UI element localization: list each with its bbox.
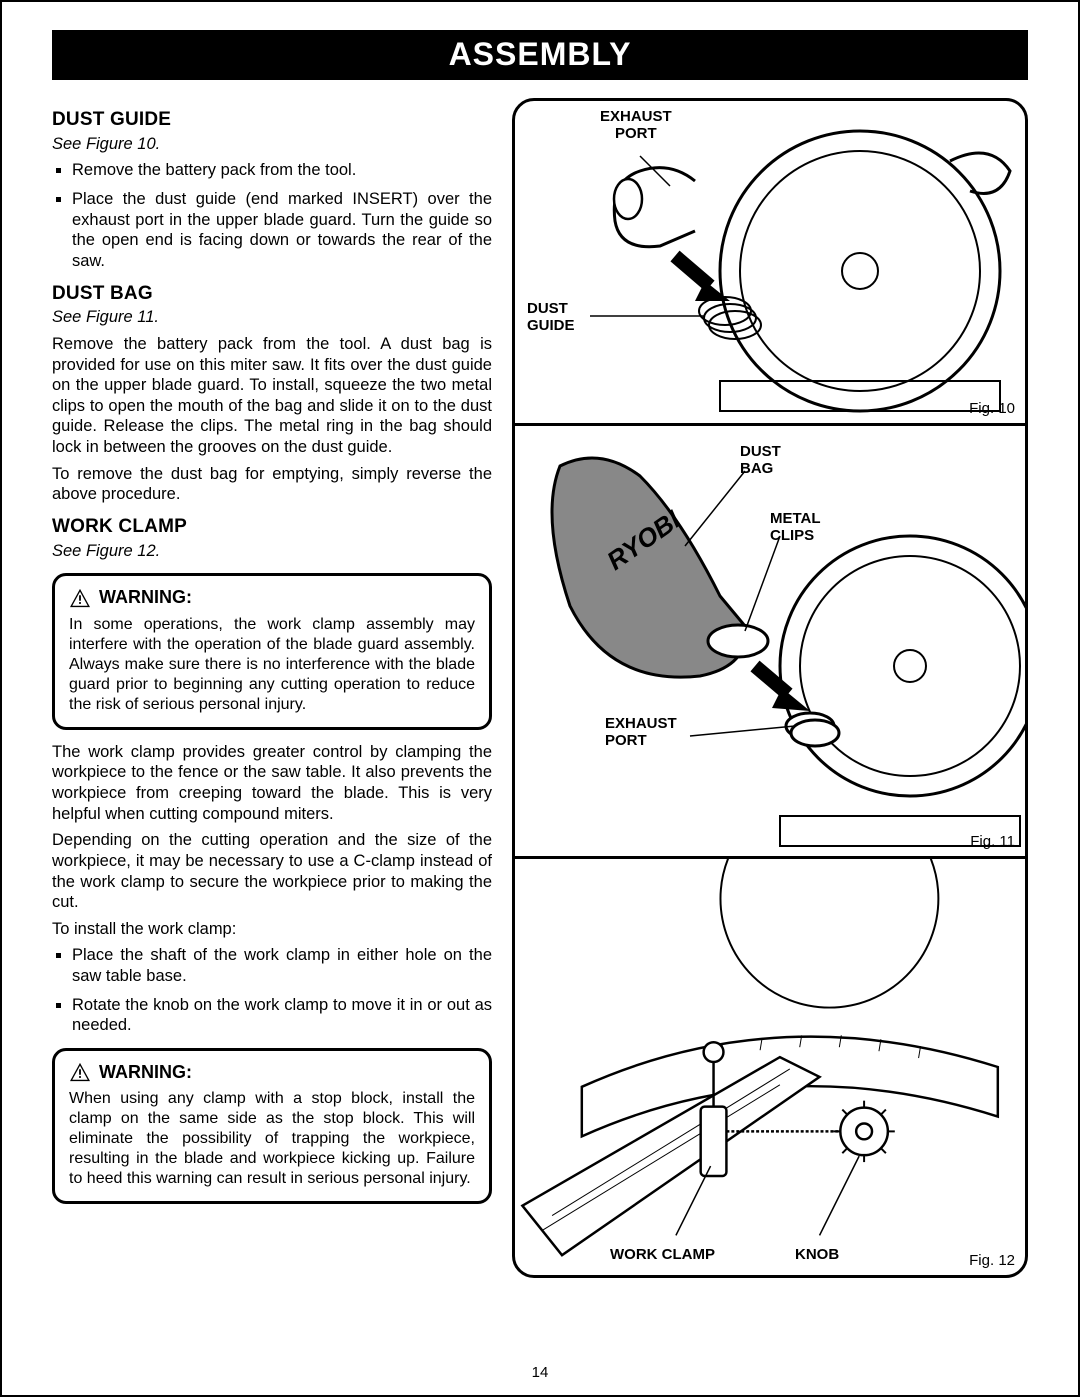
warning-text: In some operations, the work clamp assem… xyxy=(69,615,475,715)
label-metal-clips: METAL CLIPS xyxy=(770,511,821,544)
warning-text: When using any clamp with a stop block, … xyxy=(69,1089,475,1189)
figure-10-caption: Fig. 10 xyxy=(969,400,1015,417)
warning-heading: WARNING: xyxy=(69,1061,475,1084)
dust-bag-para1: Remove the battery pack from the tool. A… xyxy=(52,334,492,458)
bullet: Remove the battery pack from the tool. xyxy=(72,160,492,181)
two-column-layout: DUST GUIDE See Figure 10. Remove the bat… xyxy=(52,98,1028,1278)
figure-column: EXHAUST PORT DUST GUIDE Fig. 10 RYOBI xyxy=(512,98,1028,1278)
section-banner: ASSEMBLY xyxy=(52,30,1028,80)
warning-box-1: WARNING: In some operations, the work cl… xyxy=(52,573,492,730)
heading-work-clamp: WORK CLAMP xyxy=(52,515,492,539)
warning-label: WARNING: xyxy=(99,586,192,609)
figure-12-panel: WORK CLAMP KNOB Fig. 12 xyxy=(515,859,1025,1275)
heading-dust-bag: DUST BAG xyxy=(52,282,492,306)
label-knob: KNOB xyxy=(795,1247,839,1264)
figure-11-panel: RYOBI xyxy=(515,426,1025,859)
text-column: DUST GUIDE See Figure 10. Remove the bat… xyxy=(52,98,492,1278)
bullet: Place the dust guide (end marked INSERT)… xyxy=(72,189,492,272)
figure-10-panel: EXHAUST PORT DUST GUIDE Fig. 10 xyxy=(515,101,1025,426)
label-exhaust-port-11: EXHAUST PORT xyxy=(605,716,677,749)
warning-heading: WARNING: xyxy=(69,586,475,609)
bullet: Rotate the knob on the work clamp to mov… xyxy=(72,995,492,1036)
work-clamp-para3: To install the work clamp: xyxy=(52,919,492,940)
manual-page: ASSEMBLY DUST GUIDE See Figure 10. Remov… xyxy=(0,0,1080,1397)
dust-bag-para2: To remove the dust bag for emptying, sim… xyxy=(52,464,492,505)
bullet: Place the shaft of the work clamp in eit… xyxy=(72,945,492,986)
figure-11-drawing: RYOBI xyxy=(515,426,1025,856)
see-figure-10: See Figure 10. xyxy=(52,134,492,155)
figure-12-drawing xyxy=(515,859,1025,1275)
work-clamp-para2: Depending on the cutting operation and t… xyxy=(52,830,492,913)
warning-icon xyxy=(69,1062,91,1082)
warning-label: WARNING: xyxy=(99,1061,192,1084)
page-number: 14 xyxy=(2,1364,1078,1381)
warning-icon xyxy=(69,588,91,608)
warning-box-2: WARNING: When using any clamp with a sto… xyxy=(52,1048,492,1205)
work-clamp-bullets: Place the shaft of the work clamp in eit… xyxy=(52,945,492,1036)
work-clamp-para1: The work clamp provides greater control … xyxy=(52,742,492,825)
label-exhaust-port: EXHAUST PORT xyxy=(600,109,672,142)
see-figure-12: See Figure 12. xyxy=(52,541,492,562)
see-figure-11: See Figure 11. xyxy=(52,307,492,328)
label-dust-guide: DUST GUIDE xyxy=(527,301,575,334)
dust-guide-bullets: Remove the battery pack from the tool. P… xyxy=(52,160,492,271)
figure-11-caption: Fig. 11 xyxy=(970,833,1015,850)
heading-dust-guide: DUST GUIDE xyxy=(52,108,492,132)
figure-10-drawing xyxy=(515,101,1025,423)
label-work-clamp: WORK CLAMP xyxy=(610,1247,715,1264)
figure-12-caption: Fig. 12 xyxy=(969,1252,1015,1269)
label-dust-bag: DUST BAG xyxy=(740,444,781,477)
